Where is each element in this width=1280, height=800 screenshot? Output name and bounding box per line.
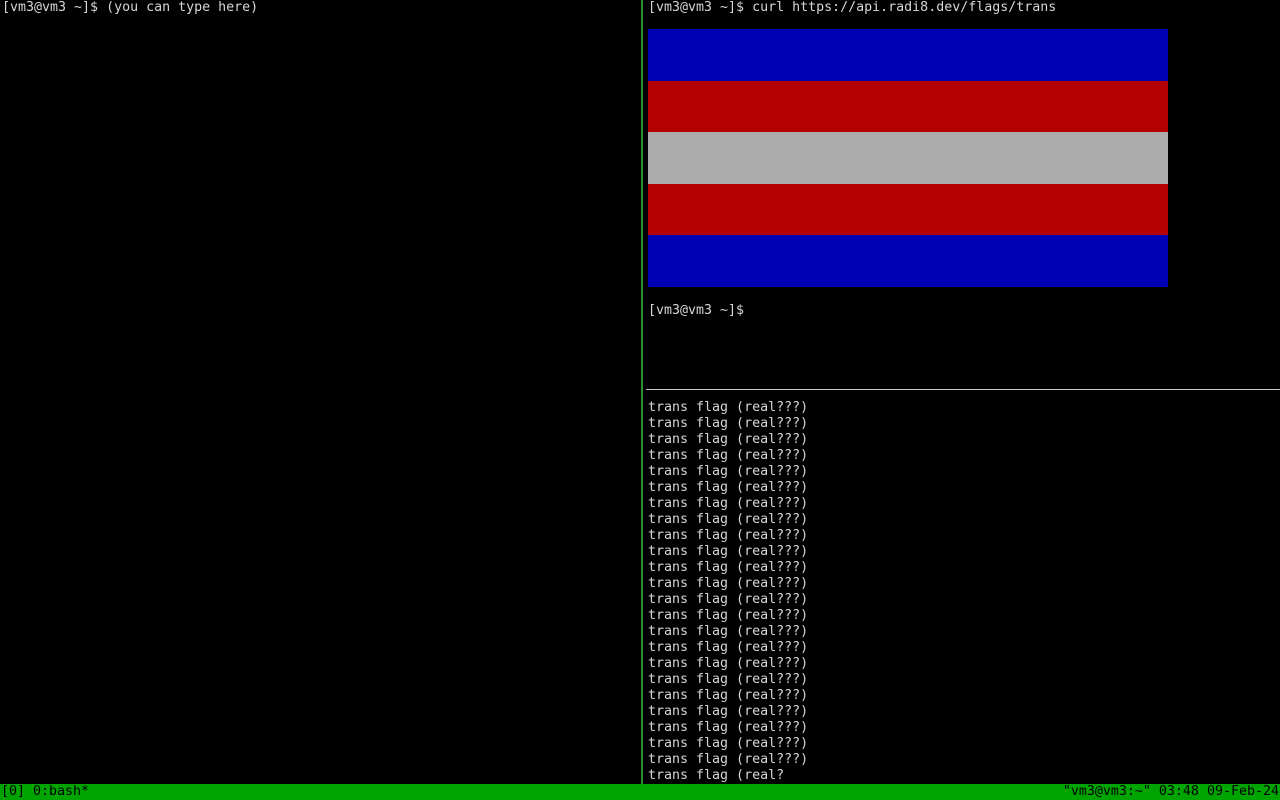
- output-line: trans flag (real???): [648, 496, 809, 511]
- output-line: trans flag (real???): [648, 720, 809, 735]
- output-line: trans flag (real???): [648, 736, 809, 751]
- left-shell-pane[interactable]: [vm3@vm3 ~]$ (you can type here): [0, 0, 640, 784]
- output-line: trans flag (real???): [648, 416, 809, 431]
- bottom-right-output-pane[interactable]: trans flag (real???) trans flag (real???)…: [646, 391, 1280, 784]
- flag-stripe: [648, 132, 1168, 184]
- output-lines: trans flag (real???) trans flag (real???)…: [648, 400, 808, 784]
- output-line: trans flag (real???): [648, 672, 809, 687]
- flag-stripe: [648, 80, 1168, 133]
- output-line: trans flag (real???): [648, 624, 809, 639]
- curl-command-line: [vm3@vm3 ~]$ curl https://api.radi8.dev/…: [648, 0, 1057, 15]
- output-line: trans flag (real???): [648, 608, 809, 623]
- output-line: trans flag (real???): [648, 688, 809, 703]
- output-line: trans flag (real???): [648, 560, 809, 575]
- output-line: trans flag (real???): [648, 656, 809, 671]
- active-pane-border-vertical[interactable]: [641, 0, 643, 784]
- output-line: trans flag (real???): [648, 480, 809, 495]
- output-line: trans flag (real???): [648, 464, 809, 479]
- output-line: trans flag (real???): [648, 448, 809, 463]
- flag-sixel-image: [648, 29, 1168, 287]
- output-line: trans flag (real???): [648, 512, 809, 527]
- tmux-window-list[interactable]: [0] 0:bash*: [1, 784, 90, 799]
- flag-stripe: [648, 235, 1168, 287]
- flag-stripe: [648, 29, 1168, 81]
- flag-stripe: [648, 183, 1168, 236]
- output-line: trans flag (real???): [648, 640, 809, 655]
- output-line: trans flag (real???): [648, 432, 809, 447]
- output-line: trans flag (real???): [648, 528, 809, 543]
- output-line-partial: trans flag (real?: [648, 768, 785, 783]
- tmux-status-right-clock: "vm3@vm3:~" 03:48 09-Feb-24: [1062, 784, 1279, 799]
- output-line: trans flag (real???): [648, 400, 809, 415]
- top-right-shell-pane[interactable]: [vm3@vm3 ~]$ curl https://api.radi8.dev/…: [646, 0, 1280, 389]
- output-line: trans flag (real???): [648, 752, 809, 767]
- tmux-status-bar: [0] 0:bash* "vm3@vm3:~" 03:48 09-Feb-24: [0, 784, 1280, 800]
- output-line: trans flag (real???): [648, 576, 809, 591]
- left-pane-prompt-line: [vm3@vm3 ~]$ (you can type here): [2, 0, 259, 15]
- output-line: trans flag (real???): [648, 592, 809, 607]
- output-line: trans flag (real???): [648, 704, 809, 719]
- output-line: trans flag (real???): [648, 544, 809, 559]
- top-right-pane-prompt-line: [vm3@vm3 ~]$: [648, 303, 745, 318]
- inactive-pane-border-horizontal[interactable]: [646, 389, 1280, 390]
